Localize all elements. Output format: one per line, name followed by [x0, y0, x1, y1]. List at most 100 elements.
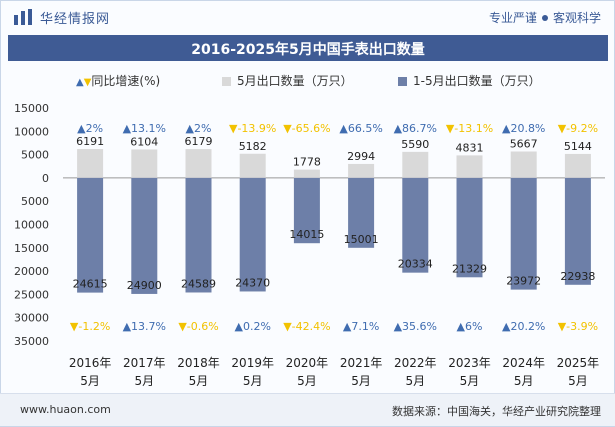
may-bar: [456, 155, 483, 178]
ytd-value-label: 24370: [235, 276, 270, 289]
may-growth-label: ▲2%: [77, 122, 103, 135]
may-value-label: 6104: [130, 135, 158, 148]
ytd-bar: [185, 177, 212, 293]
legend-may-label: 5月出口数量（万只）: [237, 74, 353, 88]
ytd-growth-label: ▼-1.2%: [70, 320, 110, 333]
may-bar: [77, 149, 104, 178]
x-tick-label-month: 5月: [460, 374, 480, 388]
ytd-growth-label: ▲13.7%: [123, 320, 166, 333]
legend-ytd-swatch: [398, 77, 407, 86]
title-bar: 2016-2025年5月中国手表出口数量: [8, 35, 608, 61]
y-tick-label: 15000: [14, 242, 49, 255]
slogan-1: 专业严谨: [488, 11, 537, 25]
ytd-growth-label: ▼-0.6%: [178, 320, 218, 333]
x-tick-label-month: 5月: [243, 374, 263, 388]
x-tick-label-year: 2020年: [286, 356, 329, 370]
may-value-label: 5182: [239, 140, 267, 153]
may-growth-label: ▲86.7%: [394, 122, 437, 135]
y-tick-label: 35000: [14, 335, 49, 348]
ytd-growth-label: ▲7.1%: [343, 320, 379, 333]
may-growth-label: ▼-13.9%: [229, 122, 276, 135]
legend-up-triangle-icon: ▲: [76, 77, 84, 88]
ytd-bar: [348, 177, 375, 248]
ytd-growth-label: ▲35.6%: [394, 320, 437, 333]
x-tick-label-year: 2022年: [394, 356, 437, 370]
y-tick-label: 30000: [14, 312, 49, 325]
footer-source: 数据来源：中国海关，华经产业研究院整理: [392, 405, 601, 418]
y-tick-label: 20000: [14, 265, 49, 278]
y-tick-label: 5000: [21, 149, 49, 162]
x-tick-label-month: 5月: [80, 374, 100, 388]
slogan-2: 客观科学: [552, 11, 601, 25]
legend-may: 5月出口数量（万只）: [222, 72, 353, 89]
may-bar: [564, 153, 591, 178]
may-growth-label: ▲2%: [186, 122, 212, 135]
slogan-dot-icon: [541, 15, 548, 21]
may-bar: [239, 153, 266, 178]
may-value-label: 4831: [456, 141, 484, 154]
ytd-value-label: 24900: [127, 279, 162, 292]
ytd-bar: [402, 177, 429, 273]
ytd-value-label: 20334: [398, 258, 433, 271]
x-tick-label-month: 5月: [514, 374, 534, 388]
ytd-bar: [456, 177, 483, 278]
ytd-value-label: 15001: [344, 233, 379, 246]
x-tick-label-year: 2016年: [69, 356, 112, 370]
x-tick-label-year: 2024年: [502, 356, 545, 370]
y-tick-label: 10000: [14, 125, 49, 138]
may-value-label: 2994: [347, 150, 375, 163]
legend-growth: ▲▼同比增速(%): [76, 72, 160, 89]
x-tick-label-month: 5月: [568, 374, 588, 388]
brand-logo-icon: [14, 9, 32, 25]
x-tick-label-year: 2017年: [123, 356, 166, 370]
may-value-label: 5667: [510, 137, 538, 150]
x-tick-label-year: 2021年: [340, 356, 383, 370]
ytd-bar: [293, 177, 320, 244]
x-tick-label-year: 2023年: [448, 356, 491, 370]
may-bar: [402, 151, 429, 178]
legend: ▲▼同比增速(%) 5月出口数量（万只） 1-5月出口数量（万只）: [0, 72, 615, 92]
x-tick-label-month: 5月: [189, 374, 209, 388]
may-growth-label: ▼-13.1%: [446, 122, 493, 135]
legend-growth-label: 同比增速(%): [91, 74, 161, 88]
ytd-growth-label: ▲20.2%: [502, 320, 545, 333]
header: 华经情报网 专业严谨 客观科学: [0, 0, 615, 34]
ytd-growth-label: ▲6%: [457, 320, 483, 333]
legend-ytd: 1-5月出口数量（万只）: [398, 72, 541, 89]
x-tick-label-year: 2019年: [231, 356, 274, 370]
x-tick-label-month: 5月: [405, 374, 425, 388]
ytd-value-label: 21329: [452, 262, 487, 275]
ytd-value-label: 24589: [181, 277, 216, 290]
may-growth-label: ▼-9.2%: [558, 122, 598, 135]
legend-ytd-label: 1-5月出口数量（万只）: [413, 74, 541, 88]
y-tick-label: 0: [42, 172, 49, 185]
ytd-value-label: 24615: [73, 278, 108, 291]
may-value-label: 1778: [293, 156, 321, 169]
ytd-bar: [131, 177, 158, 294]
may-value-label: 5590: [401, 138, 429, 151]
footer-site: www.huaon.com: [20, 403, 111, 416]
slogan: 专业严谨 客观科学: [489, 9, 601, 26]
may-bar: [348, 163, 375, 178]
may-growth-label: ▲66.5%: [339, 122, 382, 135]
may-bar: [293, 169, 320, 178]
may-value-label: 5144: [564, 140, 592, 153]
brand-name: 华经情报网: [40, 12, 111, 27]
y-tick-label: 15000: [14, 102, 49, 115]
chart-title: 2016-2025年5月中国手表出口数量: [191, 42, 425, 58]
may-value-label: 6191: [76, 135, 104, 148]
ytd-bar: [239, 177, 266, 292]
may-bar: [131, 149, 158, 178]
ytd-value-label: 23972: [506, 275, 541, 288]
ytd-bar: [77, 177, 104, 293]
ytd-bar: [564, 177, 591, 285]
may-value-label: 6179: [185, 135, 213, 148]
y-tick-label: 10000: [14, 219, 49, 232]
ytd-growth-label: ▲0.2%: [234, 320, 270, 333]
may-growth-label: ▲13.1%: [123, 122, 166, 135]
ytd-value-label: 14015: [289, 228, 324, 241]
ytd-bar: [510, 177, 537, 290]
x-tick-label-month: 5月: [134, 374, 154, 388]
ytd-value-label: 22938: [560, 270, 595, 283]
x-tick-label-month: 5月: [351, 374, 371, 388]
